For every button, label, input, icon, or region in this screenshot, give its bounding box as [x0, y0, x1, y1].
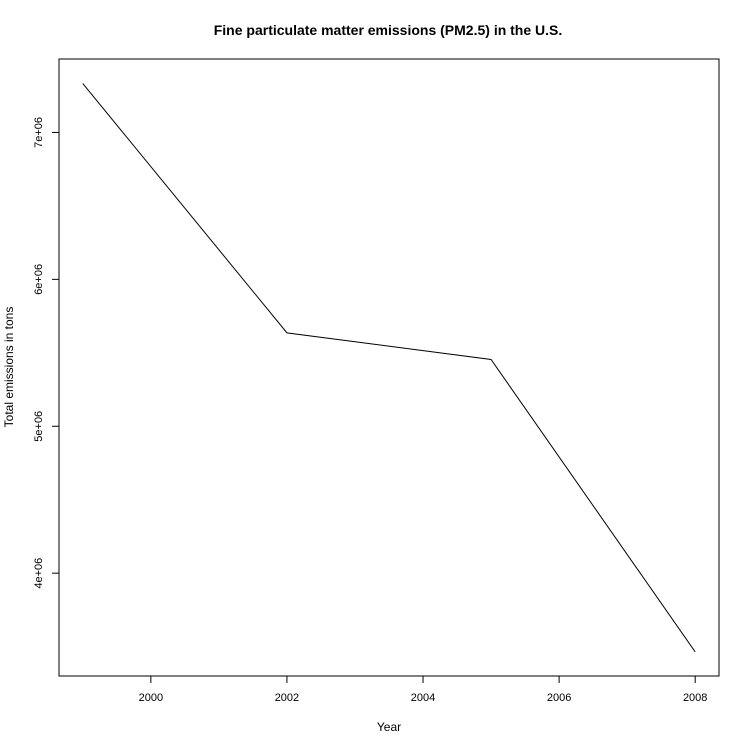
- chart-title: Fine particulate matter emissions (PM2.5…: [214, 22, 563, 38]
- y-tick-label: 7e+06: [33, 117, 45, 148]
- x-axis: 2000 2002 2004 2006 2008: [139, 676, 707, 704]
- x-tick-label: 2006: [547, 692, 571, 704]
- series-line: [82, 83, 696, 653]
- x-tick-label: 2008: [683, 692, 707, 704]
- x-axis-label: Year: [377, 720, 401, 734]
- x-tick-label: 2000: [139, 692, 163, 704]
- y-axis-label: Total emissions in tons: [2, 307, 16, 428]
- y-tick-label: 6e+06: [33, 264, 45, 295]
- plot-frame: [58, 58, 720, 677]
- y-tick-label: 4e+06: [33, 558, 45, 589]
- y-axis: 4e+06 5e+06 6e+06 7e+06: [33, 117, 59, 589]
- x-tick-label: 2002: [275, 692, 299, 704]
- y-tick-label: 5e+06: [33, 411, 45, 442]
- series-group: [82, 83, 696, 653]
- x-tick-label: 2004: [411, 692, 435, 704]
